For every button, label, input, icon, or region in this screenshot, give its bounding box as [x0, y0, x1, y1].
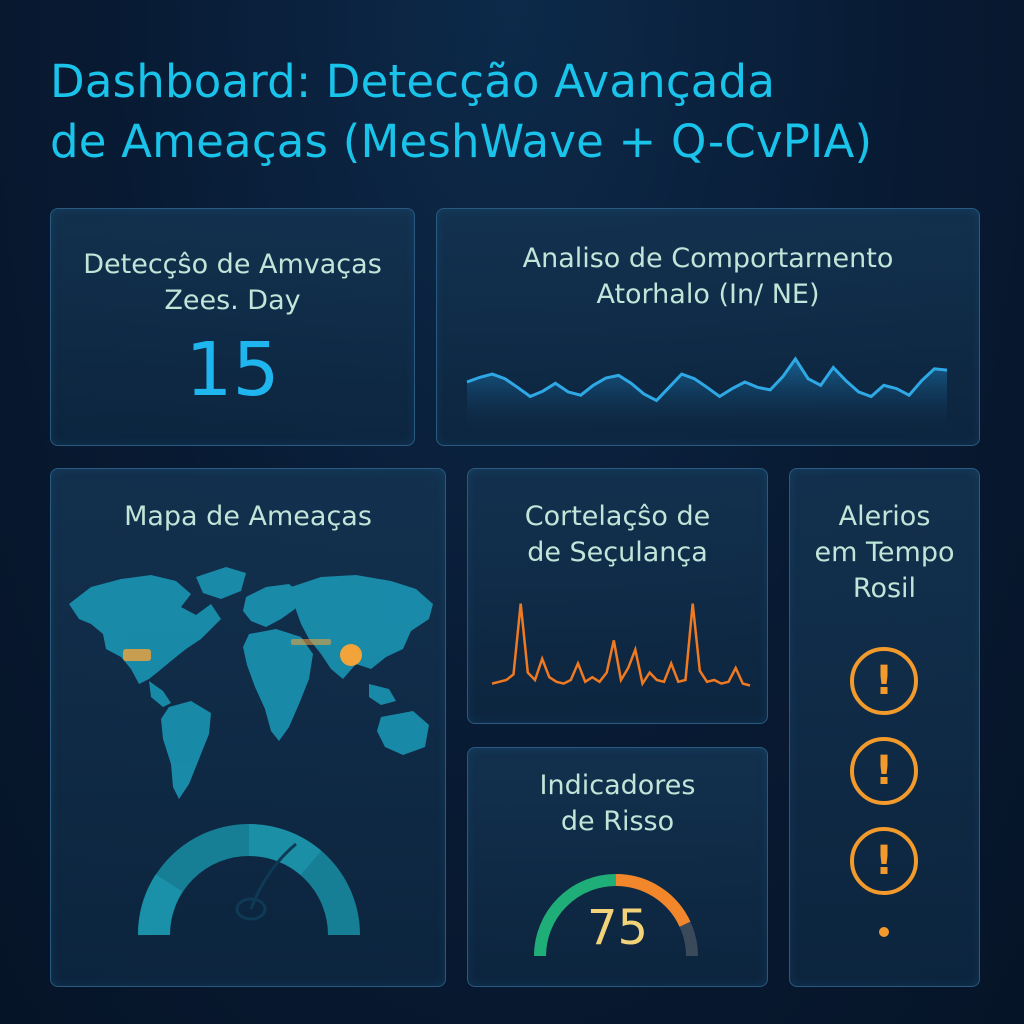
zero-day-detection-title-line2: Zees. Day [164, 285, 301, 316]
real-time-alerts-title: Alerios em Tempo Rosil [790, 499, 979, 607]
risk-indicators-panel[interactable]: Indicadores de Risso 75 [467, 747, 768, 987]
risk-indicators-title: Indicadores de Risso [468, 768, 767, 840]
central-america-landmass [149, 681, 171, 707]
risk-indicators-title-line1: Indicadores [539, 770, 696, 801]
threat-map-title: Mapa de Ameaças [124, 501, 372, 532]
behavior-analysis-chart [466, 356, 948, 427]
zero-day-count: 15 [185, 327, 280, 413]
threat-map-panel[interactable]: Mapa de Ameaças [50, 468, 446, 987]
page-title-line1: Dashboard: Detecção Avançada [50, 55, 776, 108]
security-correlation-title-line1: Cortelaçŝo de [524, 501, 711, 532]
risk-gauge-high-arc [615, 874, 691, 927]
asia-hotspot [340, 644, 362, 666]
page-title: Dashboard: Detecção Avançada de Ameaças … [50, 52, 990, 172]
risk-score: 75 [586, 900, 649, 956]
security-correlation-title-line2: de Seçulança [527, 537, 708, 568]
alert-warning-icon[interactable]: ! [850, 737, 918, 805]
greenland-landmass [196, 567, 246, 599]
australia-landmass [377, 711, 429, 755]
asia-hotspot-band [291, 639, 331, 645]
real-time-alerts-title-line3: Rosil [852, 573, 917, 604]
world-map [69, 567, 433, 936]
more-alerts-dot-icon [879, 927, 889, 937]
behavior-analysis-panel[interactable]: Analiso de Comportarnento Atorhalo (In/ … [436, 208, 980, 446]
security-correlation-title: Cortelaçŝo de de Seçulança [468, 499, 767, 571]
zero-day-detection-title-line1: Detecçŝo de Amvaças [83, 249, 382, 280]
south-america-landmass [161, 701, 211, 799]
alert-warning-icon[interactable]: ! [850, 827, 918, 895]
zero-day-detection-title: Detecçŝo de Amvaças Zees. Day [51, 247, 414, 319]
risk-gauge [534, 874, 698, 957]
security-correlation-chart [491, 603, 751, 687]
behavior-analysis-title-line2: Atorhalo (In/ NE) [596, 279, 820, 310]
zero-day-detection-panel[interactable]: Detecçŝo de Amvaças Zees. Day 15 [50, 208, 415, 446]
behavior-analysis-title: Analiso de Comportarnento Atorhalo (In/ … [437, 241, 979, 313]
africa-landmass [243, 629, 313, 741]
europe-landmass [243, 584, 301, 627]
map-gauge [138, 824, 360, 936]
north-america-landmass [69, 575, 221, 684]
real-time-alerts-panel[interactable]: Alerios em Tempo Rosil ! ! ! [789, 468, 980, 987]
security-correlation-panel[interactable]: Cortelaçŝo de de Seçulança [467, 468, 768, 724]
behavior-area [467, 358, 947, 427]
asia-landmass [291, 575, 433, 679]
north-america-hotspot [123, 649, 151, 661]
risk-indicators-title-line2: de Risso [560, 806, 675, 837]
alert-warning-icon[interactable]: ! [850, 647, 918, 715]
real-time-alerts-title-line2: em Tempo [814, 537, 955, 568]
behavior-analysis-title-line1: Analiso de Comportarnento [522, 243, 894, 274]
behavior-line [466, 356, 948, 403]
page-title-line2: de Ameaças (MeshWave + Q-CvPIA) [50, 115, 873, 168]
real-time-alerts-title-line1: Alerios [838, 501, 931, 532]
correlation-line [491, 603, 751, 687]
risk-gauge-low-arc [534, 874, 617, 957]
southeast-asia-landmass [369, 684, 396, 705]
